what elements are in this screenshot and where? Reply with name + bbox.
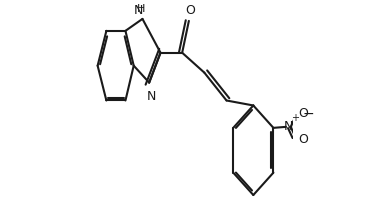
Text: O: O xyxy=(185,4,195,17)
Text: +: + xyxy=(291,113,299,123)
Text: H: H xyxy=(137,4,146,14)
Text: −: − xyxy=(302,107,314,121)
Text: N: N xyxy=(284,120,293,133)
Text: N: N xyxy=(146,90,156,103)
Text: O: O xyxy=(298,133,308,146)
Text: O: O xyxy=(298,107,308,120)
Text: N: N xyxy=(134,4,143,17)
